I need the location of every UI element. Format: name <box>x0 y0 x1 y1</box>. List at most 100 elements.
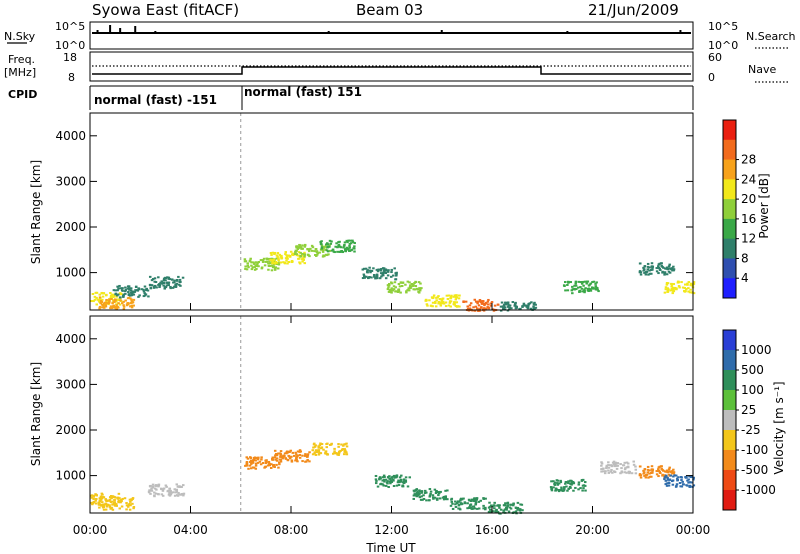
data-cell <box>169 493 173 496</box>
data-cell <box>576 286 580 289</box>
data-cell <box>118 497 121 500</box>
colorbar-tick-label: 4 <box>741 271 749 285</box>
data-cell <box>504 301 507 304</box>
data-cell <box>390 287 393 290</box>
data-cell <box>509 507 513 510</box>
data-cell <box>675 288 678 291</box>
data-cell <box>298 456 302 459</box>
data-cell <box>651 265 655 268</box>
data-cell <box>459 497 463 500</box>
data-cell <box>149 489 152 492</box>
data-cell <box>379 272 383 275</box>
data-cell <box>581 280 585 283</box>
data-cell <box>280 256 283 259</box>
data-cell <box>607 461 610 464</box>
data-cell <box>477 500 481 503</box>
data-cell <box>274 260 278 263</box>
data-cell <box>672 289 675 292</box>
data-cell <box>440 298 444 301</box>
data-cell <box>507 308 511 311</box>
data-cell <box>665 267 668 270</box>
data-cell <box>168 491 171 494</box>
data-cell <box>294 451 297 454</box>
data-cell <box>277 259 280 262</box>
data-cell <box>261 462 265 465</box>
data-cell <box>622 464 625 467</box>
colorbar-swatch <box>723 330 736 351</box>
data-cell <box>511 504 515 507</box>
data-cell <box>600 464 603 467</box>
data-cell <box>154 492 158 495</box>
data-cell <box>101 501 104 504</box>
data-cell <box>643 265 646 268</box>
data-cell <box>122 304 125 307</box>
data-cell <box>518 508 522 511</box>
data-cell <box>519 307 522 310</box>
data-cell <box>594 282 597 285</box>
data-cell <box>344 450 347 453</box>
data-cell <box>441 300 445 303</box>
data-cell <box>583 288 586 291</box>
data-cell <box>173 488 177 491</box>
data-cell <box>623 471 627 474</box>
data-cell <box>114 289 117 292</box>
data-cell <box>657 265 660 268</box>
data-cell <box>646 262 650 265</box>
data-cell <box>431 305 434 308</box>
data-cell <box>602 470 605 473</box>
data-cell <box>512 502 515 505</box>
nave-tick-bottom: 0 <box>708 71 715 84</box>
data-cell <box>132 506 136 509</box>
data-cell <box>480 302 484 305</box>
data-cell <box>418 492 421 495</box>
data-cell <box>98 497 102 500</box>
data-cell <box>251 266 255 269</box>
data-cell <box>340 448 344 451</box>
data-cell <box>272 265 276 268</box>
data-cell <box>689 284 693 287</box>
data-cell <box>314 453 318 456</box>
data-cell <box>507 510 511 513</box>
data-cell <box>571 288 575 291</box>
data-cell <box>563 486 566 489</box>
data-cell <box>396 290 400 293</box>
data-cell <box>686 283 689 286</box>
data-cell <box>381 483 384 486</box>
data-cell <box>297 254 300 257</box>
data-cell <box>671 292 675 295</box>
data-cell <box>613 464 617 467</box>
data-cell <box>154 281 158 284</box>
data-cell <box>118 296 122 299</box>
data-cell <box>580 287 584 290</box>
data-cell <box>314 248 318 251</box>
data-cell <box>429 492 432 495</box>
colorbar-swatch <box>723 470 736 491</box>
data-cell <box>672 287 675 290</box>
data-cell <box>375 268 379 271</box>
data-cell <box>562 284 566 287</box>
data-cell <box>530 301 533 304</box>
data-cell <box>168 494 172 497</box>
data-cell <box>124 292 127 295</box>
data-cell <box>665 273 669 276</box>
data-cell <box>612 460 616 463</box>
data-cell <box>109 507 112 510</box>
data-cell <box>642 269 645 272</box>
data-cell <box>428 499 431 502</box>
data-cell <box>454 304 458 307</box>
data-cell <box>102 305 105 308</box>
data-cell <box>441 297 445 300</box>
data-cell <box>677 476 680 479</box>
data-cell <box>492 504 496 507</box>
data-cell <box>275 463 278 466</box>
data-cell <box>507 305 510 308</box>
data-cell <box>268 260 271 263</box>
data-cell <box>351 239 354 242</box>
data-cell <box>130 306 134 309</box>
data-cell <box>397 484 401 487</box>
data-cell <box>671 483 675 486</box>
data-cell <box>303 245 307 248</box>
data-cell <box>321 250 325 253</box>
data-cell <box>167 281 170 284</box>
data-cell <box>281 457 284 460</box>
